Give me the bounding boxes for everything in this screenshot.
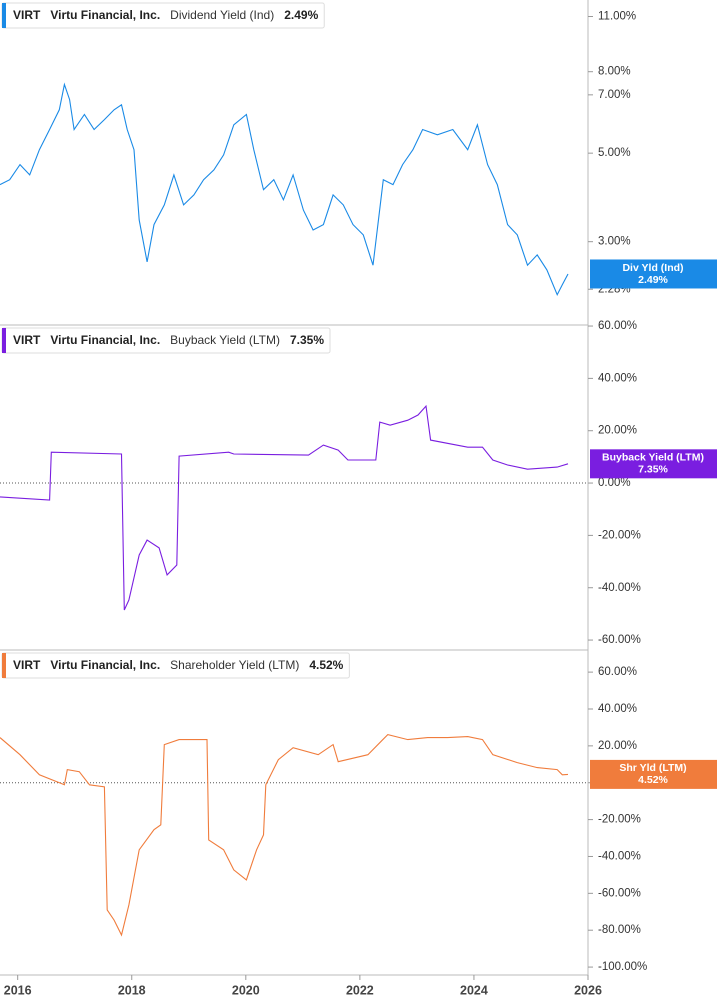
y-tick-label: 20.00% <box>598 425 637 437</box>
legend: VIRT Virtu Financial, Inc. Dividend Yield … <box>1 2 325 29</box>
y-tick-label: -20.00% <box>598 529 641 541</box>
value-box-value: 2.49% <box>638 274 668 286</box>
legend-text: Virtu Financial, Inc. <box>50 333 160 347</box>
value-box <box>590 259 717 289</box>
x-tick-label: 2022 <box>346 983 374 997</box>
x-tick-label: 2018 <box>118 983 146 997</box>
x-tick-label: 2026 <box>574 983 602 997</box>
legend-text: VIRT <box>13 8 41 22</box>
legend-swatch <box>2 3 6 28</box>
series-line <box>0 82 569 297</box>
y-tick-label: 7.00% <box>598 89 631 101</box>
value-box <box>590 759 717 789</box>
legend: VIRT Virtu Financial, Inc. Buyback Yield (… <box>1 327 331 354</box>
legend-text: Virtu Financial, Inc. <box>50 8 160 22</box>
y-tick-label: -40.00% <box>598 850 641 862</box>
x-tick-label: 2016 <box>4 983 32 997</box>
series-line <box>0 733 569 937</box>
value-box-name: Shr Yld (LTM) <box>619 762 686 774</box>
x-tick-label: 2020 <box>232 983 260 997</box>
legend: VIRT Virtu Financial, Inc. Shareholder Yie… <box>1 652 350 679</box>
legend-text: Virtu Financial, Inc. <box>50 658 160 672</box>
series-line <box>0 404 569 611</box>
legend-text: 4.52% <box>309 658 343 672</box>
value-box-name: Div Yld (Ind) <box>622 262 683 274</box>
legend-text: Shareholder Yield (LTM) <box>170 658 299 672</box>
y-tick-label: 60.00% <box>598 320 637 332</box>
value-box-value: 7.35% <box>638 464 668 476</box>
y-tick-label: -40.00% <box>598 582 641 594</box>
legend-text: VIRT <box>13 658 41 672</box>
value-box-value: 4.52% <box>638 774 668 786</box>
y-tick-label: 40.00% <box>598 372 637 384</box>
legend-text: Buyback Yield (LTM) <box>170 333 280 347</box>
y-tick-label: -80.00% <box>598 924 641 936</box>
y-tick-label: 3.00% <box>598 236 631 248</box>
y-tick-label: 0.00% <box>598 477 631 489</box>
legend-swatch <box>2 328 6 353</box>
y-tick-label: 5.00% <box>598 147 631 159</box>
y-tick-label: -60.00% <box>598 634 641 646</box>
y-tick-label: 8.00% <box>598 66 631 78</box>
value-box-name: Buyback Yield (LTM) <box>602 452 704 464</box>
legend-text: 7.35% <box>290 333 324 347</box>
y-tick-label: -60.00% <box>598 887 641 899</box>
y-tick-label: 60.00% <box>598 666 637 678</box>
y-tick-label: 40.00% <box>598 703 637 715</box>
value-box <box>590 449 717 479</box>
x-tick-label: 2024 <box>460 983 488 997</box>
legend-text: VIRT <box>13 333 41 347</box>
legend-text: Dividend Yield (Ind) <box>170 8 274 22</box>
legend-text: 2.49% <box>284 8 318 22</box>
y-tick-label: 11.00% <box>598 11 636 23</box>
y-tick-label: -20.00% <box>598 814 641 826</box>
legend-swatch <box>2 653 6 678</box>
y-tick-label: 20.00% <box>598 740 637 752</box>
y-tick-label: -100.00% <box>598 961 647 973</box>
